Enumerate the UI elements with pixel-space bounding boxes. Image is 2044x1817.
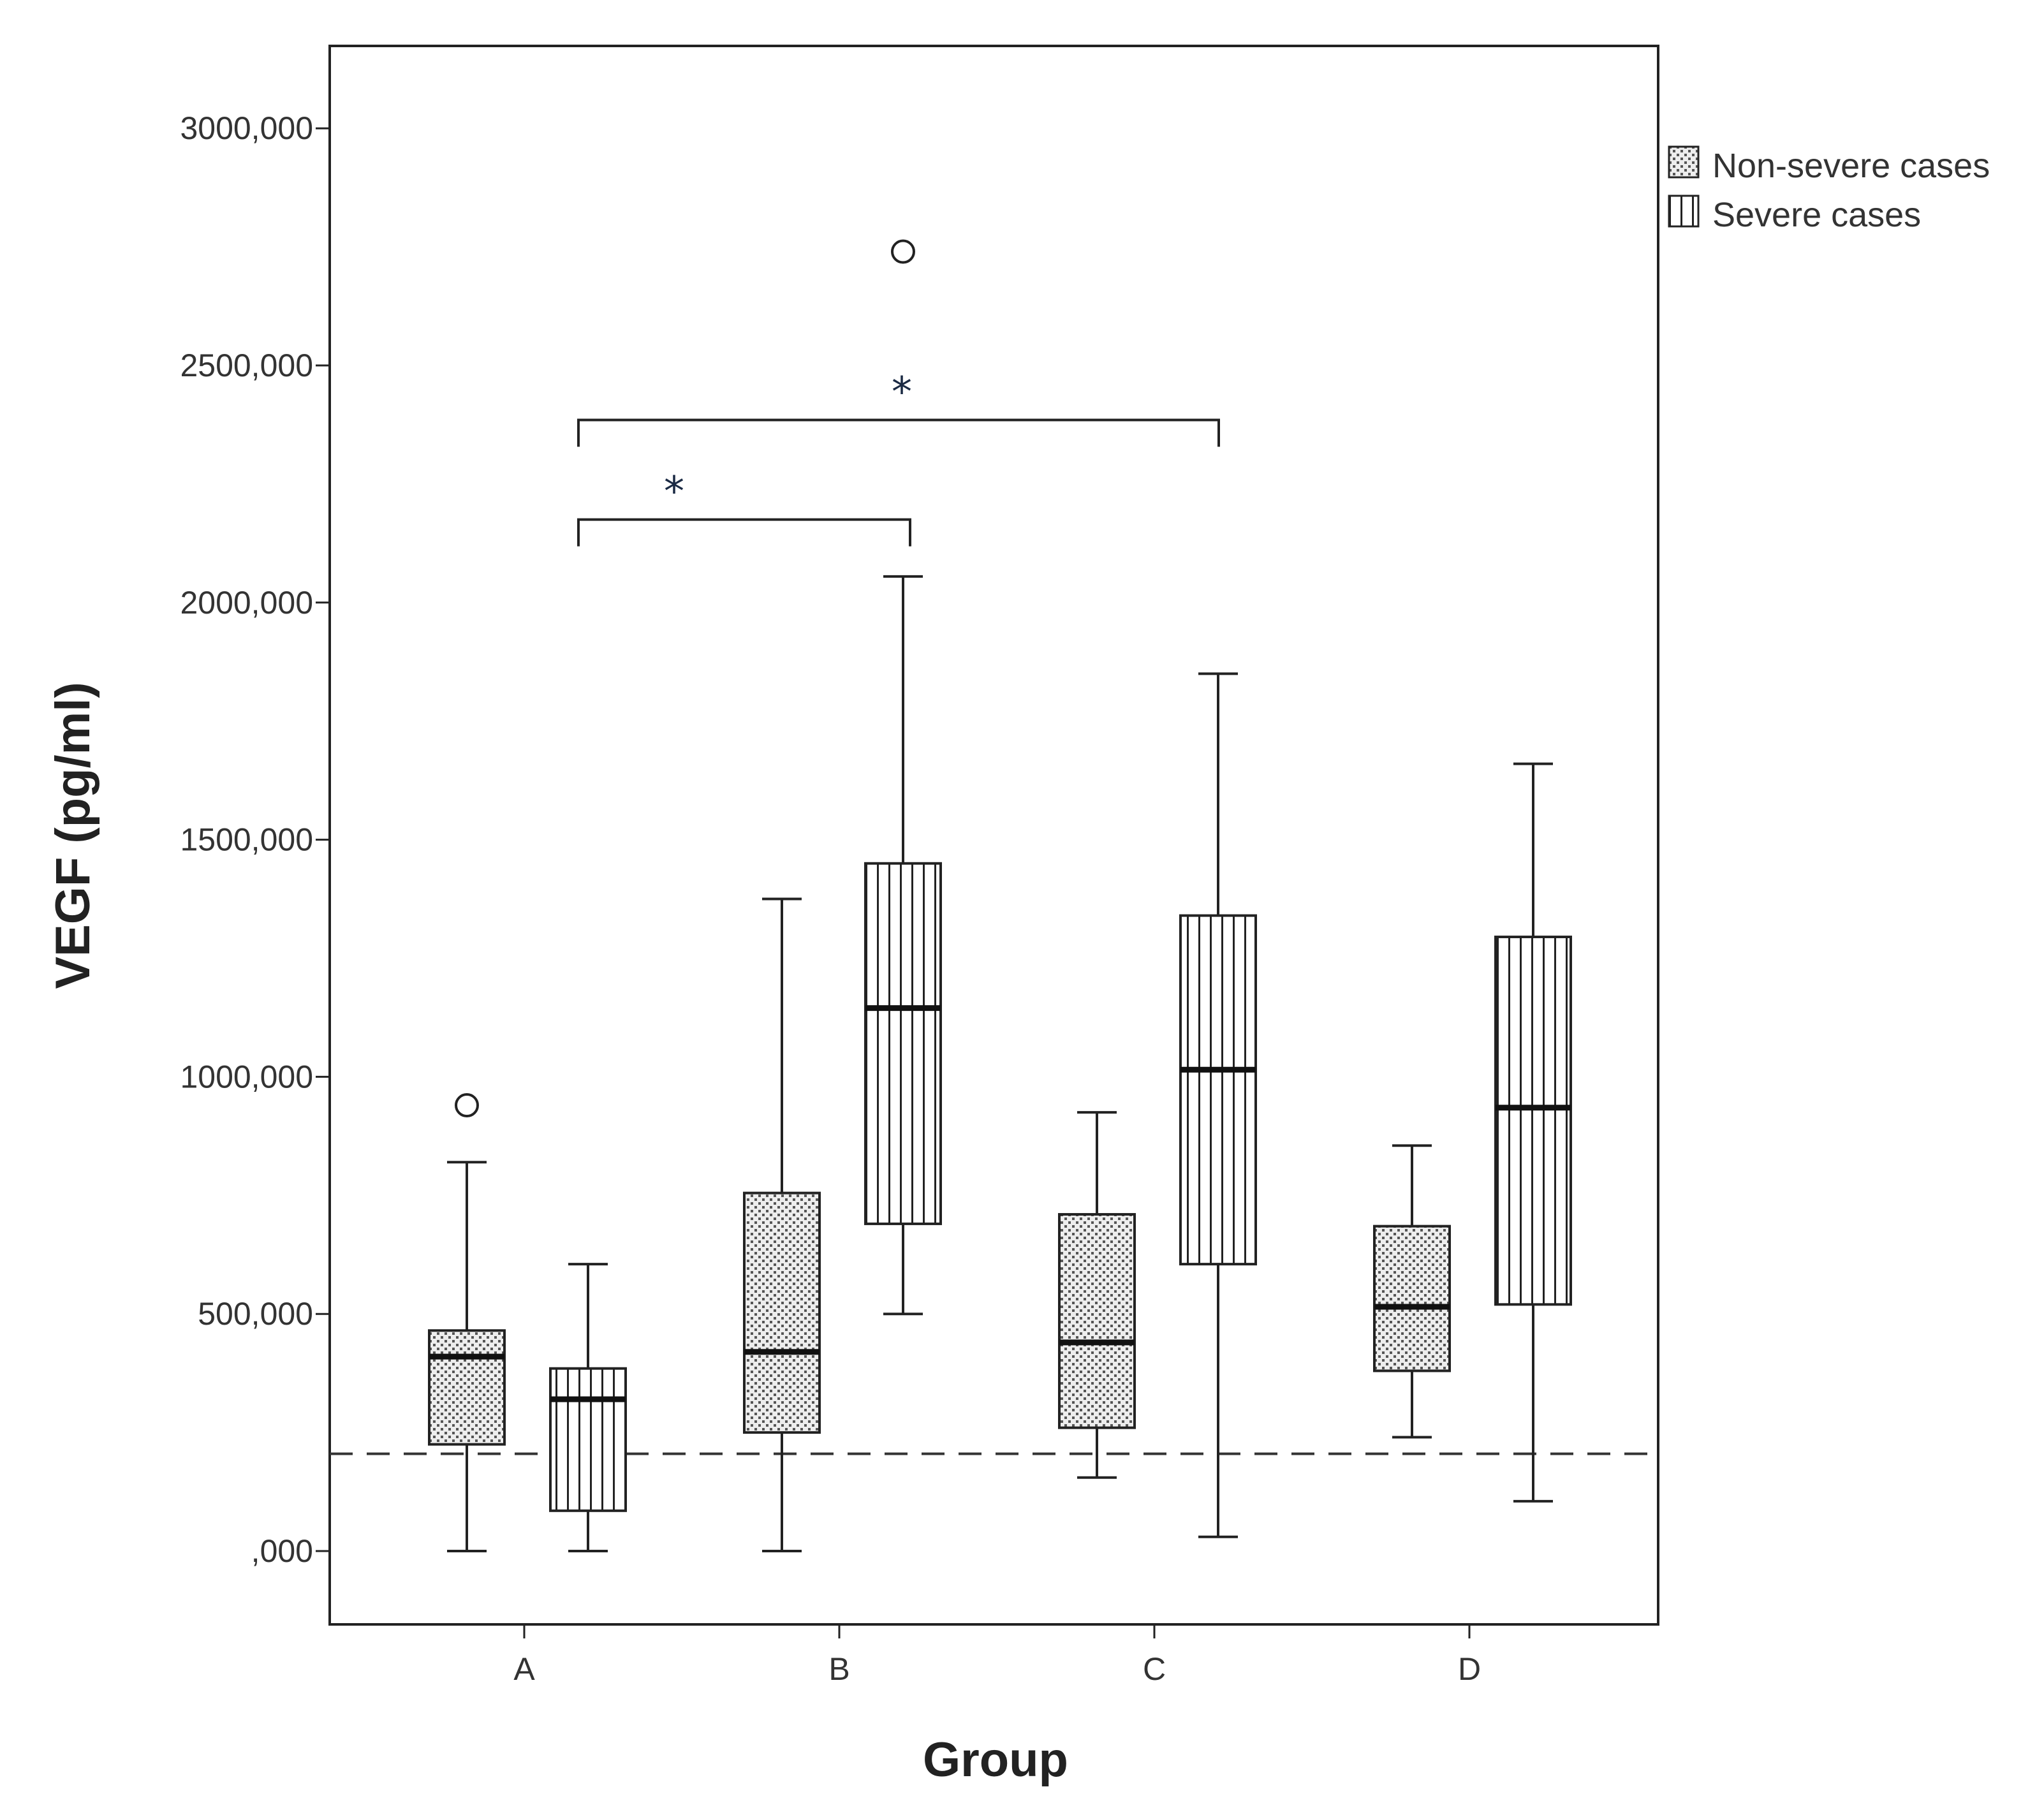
box-group-non-severe-c <box>1058 1111 1136 1479</box>
sig-bracket-a-c <box>577 418 1220 447</box>
significance-group: ** <box>577 369 1220 547</box>
box-severe-c <box>1179 914 1257 1266</box>
y-axis: ,000 500,000 1000,000 1500,000 2000,000 2500,… <box>180 110 330 1569</box>
box-group-severe-d <box>1494 762 1572 1503</box>
box-severe-d <box>1494 936 1572 1306</box>
sig-star-a-b: * <box>664 469 684 516</box>
box-group-severe-b <box>864 239 942 1316</box>
legend-swatch-severe <box>1668 195 1700 228</box>
box-severe-b <box>864 862 942 1225</box>
outlier-non-severe-a-0 <box>455 1093 479 1118</box>
legend-swatch-non-severe <box>1668 145 1700 179</box>
box-non-severe-d <box>1373 1225 1451 1372</box>
box-non-severe-b <box>743 1191 821 1434</box>
outlier-severe-b-0 <box>891 239 915 264</box>
y-axis-title: VEGF (pg/ml) <box>46 682 100 989</box>
box-non-severe-a <box>428 1329 506 1446</box>
x-tick-label-A: A <box>513 1651 535 1687</box>
box-group-severe-c <box>1179 672 1257 1538</box>
x-tick-label-D: D <box>1458 1651 1481 1687</box>
legend-label-severe: Severe cases <box>1712 196 1921 234</box>
y-tick-label-2000: 2000,000 <box>180 585 313 621</box>
legend-label-non-severe: Non-severe cases <box>1712 147 1990 185</box>
box-group-non-severe-a <box>428 1093 506 1552</box>
x-axis: A B C D <box>513 1624 1481 1687</box>
y-tick-label-2500: 2500,000 <box>180 348 313 383</box>
boxes-group <box>428 239 1572 1552</box>
y-tick-label-0: ,000 <box>251 1533 313 1569</box>
y-tick-label-3000: 3000,000 <box>180 110 313 146</box>
box-group-non-severe-d <box>1373 1144 1451 1439</box>
sig-bracket-a-b <box>577 518 911 547</box>
y-tick-label-1000: 1000,000 <box>180 1059 313 1094</box>
box-group-non-severe-b <box>743 897 821 1552</box>
y-tick-label-1500: 1500,000 <box>180 822 313 858</box>
box-non-severe-c <box>1058 1213 1136 1429</box>
x-tick-label-C: C <box>1143 1651 1166 1687</box>
legend: Non-severe cases Severe cases <box>1668 145 1990 234</box>
sig-star-a-c: * <box>892 369 912 416</box>
x-tick-label-B: B <box>828 1651 849 1687</box>
box-severe-a <box>549 1367 627 1512</box>
box-group-severe-a <box>549 1263 627 1552</box>
y-tick-label-500: 500,000 <box>198 1296 313 1332</box>
x-axis-title: Group <box>923 1733 1068 1787</box>
plot-frame <box>328 45 1659 1626</box>
